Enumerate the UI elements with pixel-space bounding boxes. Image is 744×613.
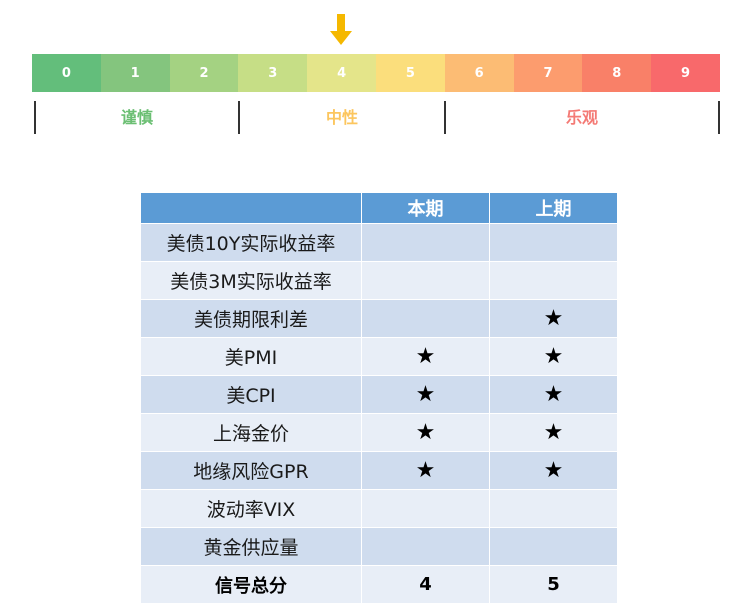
table-row: 美债10Y实际收益率 [140,223,618,262]
table-row: 上海金价 ★ ★ [140,413,618,452]
signal-table: 本期 上期 美债10Y实际收益率 美债3M实际收益率 美债期限利差 ★ 美PMI… [140,192,618,604]
total-row: 信号总分 4 5 [140,565,618,604]
scale-cell-3: 3 [238,54,308,92]
total-current: 4 [361,565,490,604]
zone-divider [718,101,720,134]
total-label: 信号总分 [140,565,362,604]
current-signal-cell [361,527,490,566]
zone-label-cautious: 谨慎 [120,108,153,127]
current-signal-cell [361,299,490,338]
scale-cell-9: 9 [651,54,720,92]
scale-cell-0: 0 [32,54,101,92]
current-signal-cell: ★ [361,451,490,490]
row-label: 美债3M实际收益率 [140,261,362,300]
row-label: 美债10Y实际收益率 [140,223,362,262]
current-signal-cell: ★ [361,413,490,452]
table-row: 波动率VIX [140,489,618,528]
row-label: 黄金供应量 [140,527,362,566]
scale-cell-5: 5 [375,54,445,92]
table-row: 地缘风险GPR ★ ★ [140,451,618,490]
current-signal-cell [361,261,490,300]
sentiment-scale: 0 1 2 3 4 5 6 7 8 9 [32,54,720,92]
previous-signal-cell [489,527,618,566]
previous-signal-cell: ★ [489,337,618,376]
row-label: 波动率VIX [140,489,362,528]
down-arrow-icon [330,14,352,45]
table-row: 美债期限利差 ★ [140,299,618,338]
table-row: 黄金供应量 [140,527,618,566]
current-signal-cell: ★ [361,337,490,376]
previous-signal-cell: ★ [489,375,618,414]
previous-signal-cell [489,261,618,300]
previous-signal-cell: ★ [489,413,618,452]
previous-signal-cell [489,489,618,528]
zone-label-optimistic: 乐观 [565,108,598,127]
table-row: 美PMI ★ ★ [140,337,618,376]
header-current: 本期 [361,192,490,224]
row-label: 美债期限利差 [140,299,362,338]
current-signal-cell [361,223,490,262]
scale-cell-8: 8 [582,54,652,92]
zone-divider [238,101,240,134]
table-row: 美CPI ★ ★ [140,375,618,414]
current-signal-cell: ★ [361,375,490,414]
row-label: 上海金价 [140,413,362,452]
previous-signal-cell [489,223,618,262]
header-previous: 上期 [489,192,618,224]
zone-divider [34,101,36,134]
scale-cell-7: 7 [513,54,583,92]
row-label: 美PMI [140,337,362,376]
row-label: 地缘风险GPR [140,451,362,490]
scale-cell-2: 2 [169,54,239,92]
scale-cell-4: 4 [307,54,376,92]
zone-divider [444,101,446,134]
previous-signal-cell: ★ [489,451,618,490]
scale-cell-1: 1 [100,54,170,92]
previous-signal-cell: ★ [489,299,618,338]
zone-label-neutral: 中性 [325,108,358,127]
total-previous: 5 [489,565,618,604]
scale-cell-6: 6 [444,54,514,92]
row-label: 美CPI [140,375,362,414]
down-arrow-shape [330,14,352,45]
current-signal-cell [361,489,490,528]
header-indicator [140,192,362,224]
table-header-row: 本期 上期 [140,192,618,224]
table-row: 美债3M实际收益率 [140,261,618,300]
